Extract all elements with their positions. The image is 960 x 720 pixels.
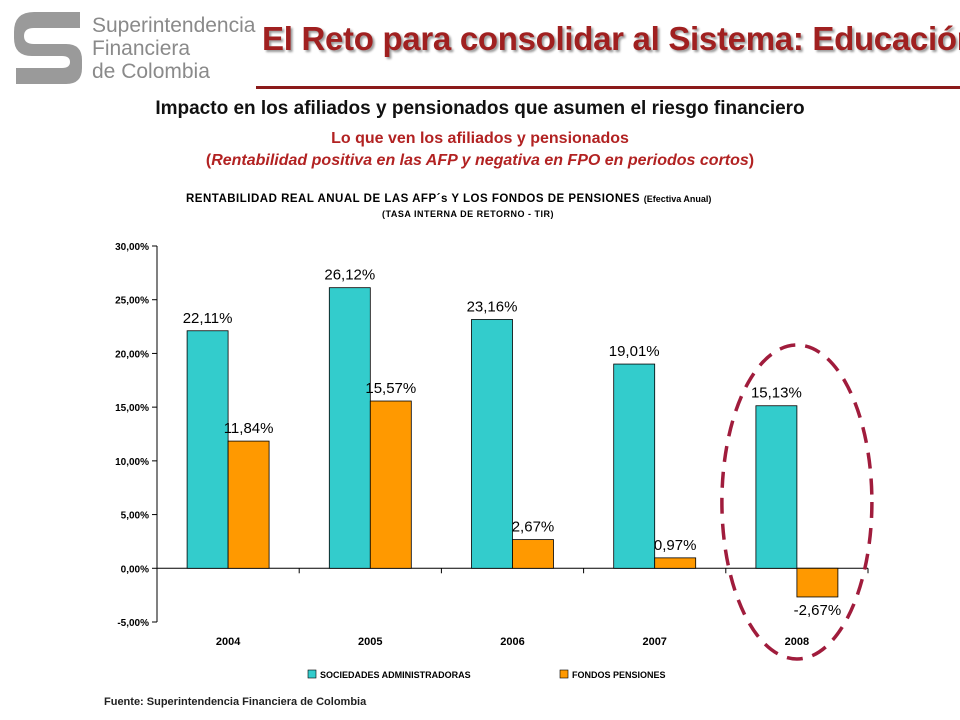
legend-swatch [307,669,317,679]
data-label: 22,11% [183,310,233,327]
logo-line-2: Financiera [92,37,191,60]
y-tick-label: 25,00% [115,296,149,307]
data-label: 2,67% [512,519,555,536]
highlight-ellipse [720,343,874,661]
superintendencia-logo: Superintendencia Financiera de Colombia [10,8,255,90]
logo-emblem-icon [14,12,82,84]
bar [512,539,554,569]
data-label: 0,97% [654,537,697,554]
caption-line-2: (Rentabilidad positiva en las AFP y nega… [0,152,960,170]
chart-title: RENTABILIDAD REAL ANUAL DE LAS AFP´s Y L… [186,193,711,205]
y-tick-label: 30,00% [115,242,149,253]
y-tick-label: 15,00% [115,403,149,414]
slide-subtitle: Impacto en los afiliados y pensionados q… [155,98,805,119]
y-tick-label: 20,00% [115,349,149,360]
logo-line-1: Superintendencia [92,14,256,37]
chart-subtitle: (TASA INTERNA DE RETORNO - TIR) [382,209,554,219]
caption-italic-text: Rentabilidad positiva en las AFP y negat… [211,152,749,169]
legend-label: FONDOS PENSIONES [572,670,666,680]
bar [328,287,371,569]
x-tick-label: 2007 [642,636,666,648]
page-title: El Reto para consolidar al Sistema: Educ… [262,20,960,57]
y-tick-label: -5,00% [117,618,149,629]
x-tick-label: 2008 [785,636,809,648]
bar [186,330,229,569]
legend-swatch [559,669,569,679]
data-label: -2,67% [794,602,842,619]
bar [796,567,839,598]
data-label: 19,01% [609,343,660,360]
data-label: 11,84% [224,420,274,437]
caption-line-1: Lo que ven los afiliados y pensionados [331,130,629,147]
chart-title-suffix: (Efectiva Anual) [643,194,712,204]
bar [369,400,412,569]
bar [613,363,656,569]
y-tick-label: 0,00% [121,564,149,575]
data-label: 23,16% [467,298,518,315]
source-note: Fuente: Superintendencia Financiera de C… [104,696,367,708]
data-label: 26,12% [324,267,375,284]
bar [755,405,798,569]
caption-open-paren: ( [205,152,212,169]
x-tick-label: 2005 [358,636,382,648]
chart-title-main: RENTABILIDAD REAL ANUAL DE LAS AFP´s Y L… [186,193,640,205]
logo-line-3: de Colombia [92,60,210,83]
bar [654,557,697,569]
data-label: 15,57% [365,380,416,397]
y-tick-label: 5,00% [121,511,149,522]
bar [227,440,270,569]
data-label: 15,13% [751,385,802,402]
logo-wordmark: Superintendencia Financiera de Colombia [92,14,255,83]
bar [471,319,513,569]
x-tick-label: 2004 [216,636,241,648]
y-tick-label: 10,00% [115,457,149,468]
x-tick-label: 2006 [500,636,524,648]
caption-close-paren: ) [748,152,755,169]
legend-label: SOCIEDADES ADMINISTRADORAS [320,670,471,680]
title-divider [256,86,960,89]
